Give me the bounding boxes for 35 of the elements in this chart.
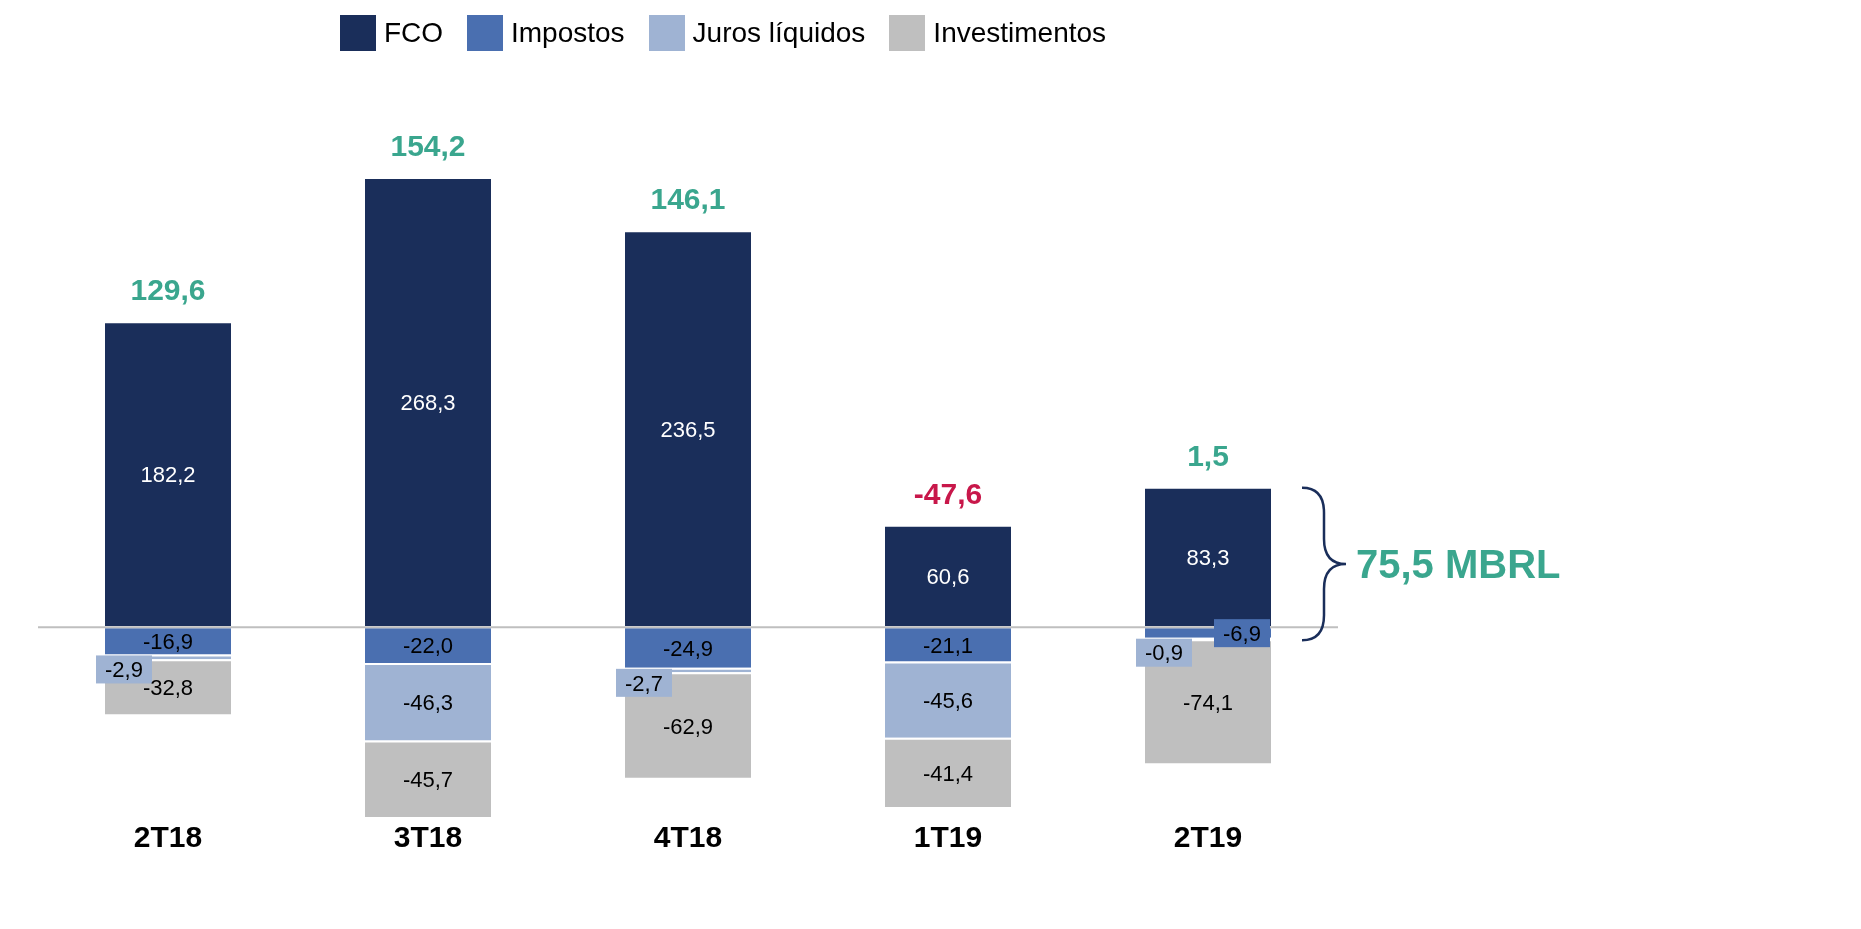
legend-label: Investimentos	[933, 17, 1107, 49]
legend-label: FCO	[383, 17, 443, 49]
data-label: -62,9	[662, 713, 714, 739]
data-label: 60,6	[926, 564, 970, 590]
data-label: 182,2	[140, 462, 196, 488]
data-label: 83,3	[1186, 545, 1230, 571]
data-label: -16,9	[142, 629, 194, 654]
total-label: 154,2	[390, 129, 466, 162]
data-label: -41,4	[922, 761, 974, 787]
legend-label: Juros líquidos	[692, 17, 866, 49]
total-label: 1,5	[1187, 438, 1229, 472]
data-label: -2,7	[625, 670, 663, 696]
data-label: -45,7	[402, 767, 454, 793]
x-tick-label: 1T19	[913, 820, 983, 854]
data-label: -2,9	[105, 657, 143, 683]
x-tick-label: 2T18	[133, 820, 203, 854]
total-label: 129,6	[130, 273, 206, 307]
data-label: -46,3	[402, 690, 454, 716]
text: 75,5 MBRL	[1356, 541, 1561, 586]
data-label: -0,9	[1145, 640, 1183, 666]
total-label: 146,1	[650, 182, 726, 216]
data-label: -32,8	[142, 675, 194, 701]
data-label: -74,1	[1182, 689, 1234, 715]
data-label: -21,1	[922, 632, 974, 658]
x-tick-label: 4T18	[653, 820, 723, 854]
x-tick-label: 2T19	[1173, 820, 1243, 854]
data-label: 236,5	[660, 416, 716, 442]
x-tick-label: 3T18	[393, 820, 463, 854]
data-label: 268,3	[400, 390, 456, 416]
data-label: -24,9	[662, 635, 714, 661]
total-label: -47,6	[913, 476, 983, 510]
legend-label: Impostos	[510, 17, 625, 49]
data-label: -22,0	[402, 633, 454, 659]
data-label: -6,9	[1223, 620, 1261, 646]
data-label: -45,6	[922, 688, 974, 714]
